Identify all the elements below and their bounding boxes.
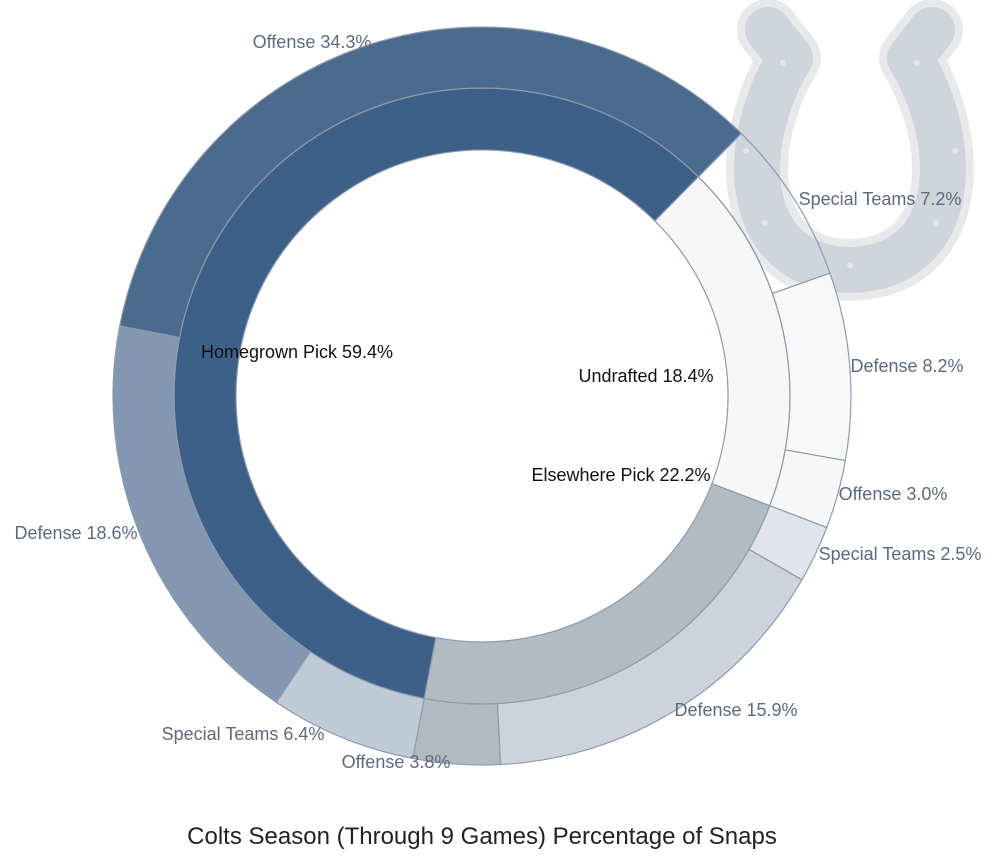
outer-segment-elsewhere-pick-offense[interactable]	[412, 697, 502, 766]
inner-label-homegrown-pick: Homegrown Pick 59.4%	[201, 342, 393, 362]
outer-label-elsewhere-pick-offense: Offense 3.8%	[342, 752, 451, 772]
outer-label-undrafted-offense: Offense 3.0%	[839, 484, 948, 504]
inner-ring	[173, 87, 791, 705]
chart-title: Colts Season (Through 9 Games) Percentag…	[187, 823, 777, 850]
labels: Homegrown Pick 59.4% Special Teams 6.4% De…	[14, 32, 981, 772]
inner-label-undrafted: Undrafted 18.4%	[578, 366, 713, 386]
outer-label-undrafted-defense: Defense 8.2%	[850, 356, 963, 376]
outer-ring	[112, 26, 852, 766]
outer-label-elsewhere-pick-defense: Defense 15.9%	[674, 700, 797, 720]
outer-label-homegrown-pick-offense: Offense 34.3%	[253, 32, 372, 52]
outer-label-undrafted-special-teams: Special Teams 7.2%	[799, 189, 962, 209]
horseshoe-logo	[726, 0, 974, 301]
outer-label-elsewhere-pick-special-teams: Special Teams 2.5%	[819, 544, 982, 564]
outer-segment-homegrown-pick-offense[interactable]	[119, 26, 743, 339]
outer-label-homegrown-pick-special-teams: Special Teams 6.4%	[162, 724, 325, 744]
outer-label-homegrown-pick-defense: Defense 18.6%	[14, 523, 137, 543]
inner-label-elsewhere-pick: Elsewhere Pick 22.2%	[531, 465, 710, 485]
